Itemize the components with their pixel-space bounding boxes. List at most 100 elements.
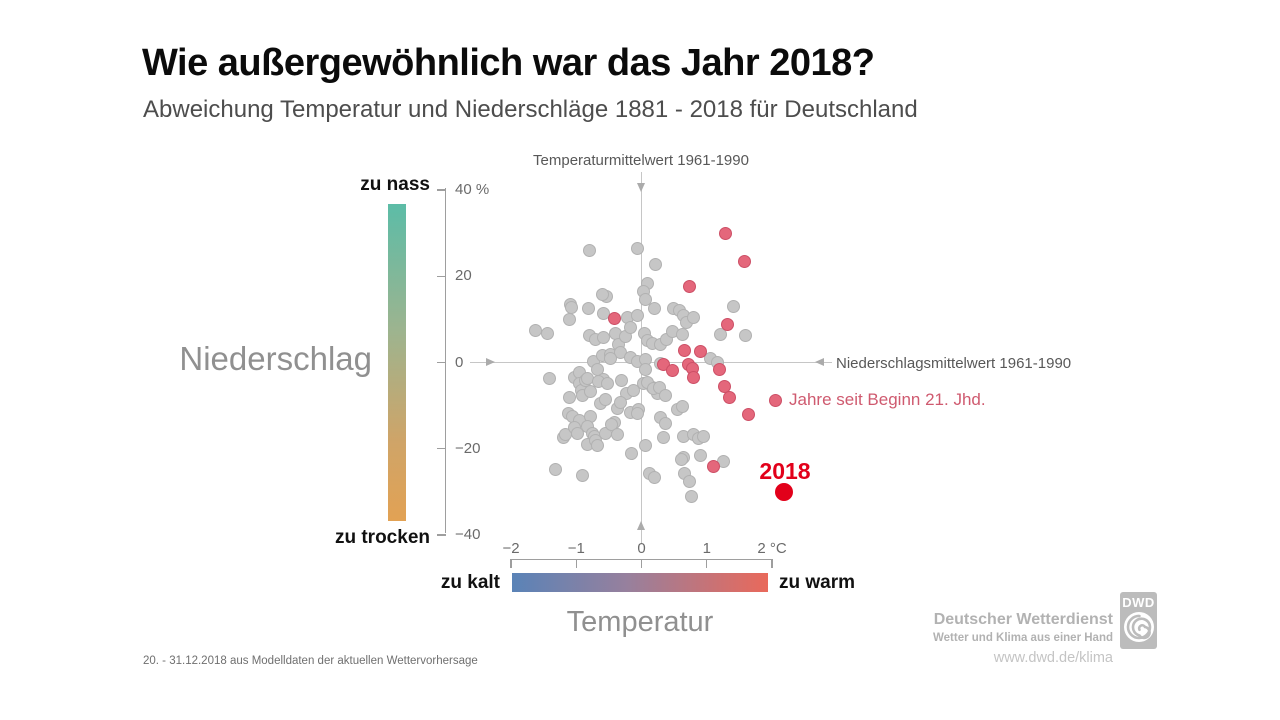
y-axis-tick-label: −20	[455, 439, 481, 457]
scatter-point-years-1881-2000	[676, 327, 690, 341]
precip-scale-bottom-label: zu trocken	[334, 527, 430, 548]
x-axis-tick	[510, 559, 512, 568]
precip-color-bar	[388, 204, 406, 521]
arrowhead-right-icon	[486, 357, 495, 366]
dwd-logo: DWD	[1120, 592, 1157, 649]
dwd-logo-spiral-icon	[1123, 612, 1154, 642]
y-axis-tick	[437, 361, 446, 364]
y-axis-tick	[437, 275, 446, 277]
scatter-point-years-1881-2000	[584, 384, 598, 398]
precip-scale-top-label: zu nass	[360, 174, 430, 195]
temp-scale-right-label: zu warm	[779, 572, 856, 593]
x-axis-tick-label: 1	[702, 540, 711, 557]
y-axis-line	[445, 188, 447, 533]
scatter-point-years-1881-2000	[563, 313, 577, 327]
scatter-point-years-1881-2000	[659, 416, 673, 430]
scatter-point-years-21st-century	[721, 318, 735, 332]
scatter-point-years-1881-2000	[631, 242, 645, 256]
scatter-point-years-1881-2000	[638, 438, 652, 452]
scatter-point-years-1881-2000	[595, 288, 609, 302]
y-axis-tick-label: 20	[455, 267, 472, 285]
x-axis-tick	[771, 559, 773, 568]
y-axis-title: Niederschlag	[179, 340, 372, 377]
scatter-point-years-1881-2000	[648, 302, 662, 316]
y-axis-tick-label: −40	[455, 526, 481, 543]
x-axis-tick-label: −2	[502, 540, 520, 557]
legend-label-21st-century: Jahre seit Beginn 21. Jhd.	[789, 390, 986, 409]
scatter-point-years-21st-century	[738, 255, 752, 269]
scatter-point-years-21st-century	[678, 343, 692, 357]
temp-color-bar	[512, 573, 768, 592]
scatter-point-years-1881-2000	[623, 321, 637, 335]
scatter-point-years-1881-2000	[713, 327, 727, 341]
x-axis-title: Temperatur	[566, 606, 714, 638]
scatter-point-years-1881-2000	[563, 390, 577, 404]
y-axis-tick	[437, 189, 446, 191]
scatter-point-years-1881-2000	[696, 429, 710, 443]
y-axis-tick-label: 40 %	[455, 181, 490, 198]
scatter-point-years-1881-2000	[631, 308, 645, 322]
scatter-point-years-1881-2000	[648, 258, 662, 272]
scatter-point-years-21st-century	[723, 390, 737, 404]
scatter-point-years-21st-century	[713, 362, 727, 376]
scatter-point-years-1881-2000	[657, 430, 671, 444]
scatter-point-years-1881-2000	[676, 399, 690, 413]
scatter-point-years-1881-2000	[614, 374, 628, 388]
brand-org: Deutscher Wetterdienst	[933, 611, 1113, 628]
legend-dot-21st-century	[768, 393, 782, 407]
label-2018: 2018	[759, 458, 811, 484]
scatter-point-years-1881-2000	[599, 393, 613, 407]
source-note: 20. - 31.12.2018 aus Modelldaten der akt…	[143, 655, 478, 667]
scatter-point-years-1881-2000	[638, 362, 652, 376]
y-axis-tick-label: 0	[455, 353, 464, 371]
scatter-point-years-1881-2000	[738, 329, 752, 343]
scatter-point-years-1881-2000	[674, 452, 688, 466]
scatter-point-years-21st-century	[693, 345, 707, 359]
scatter-point-years-1881-2000	[571, 426, 585, 440]
page-title: Wie außergewöhnlich war das Jahr 2018?	[142, 42, 875, 84]
temp-scale-left-label: zu kalt	[440, 572, 500, 593]
scatter-point-years-1881-2000	[548, 462, 562, 476]
arrowhead-up-icon	[636, 521, 645, 530]
scatter-point-years-1881-2000	[685, 489, 699, 503]
x-axis-tick	[575, 559, 577, 568]
scatter-point-years-21st-century	[608, 312, 622, 325]
y-axis-tick	[437, 534, 446, 536]
scatter-point-years-1881-2000	[603, 352, 617, 366]
brand-url: www.dwd.de/klima	[993, 650, 1113, 666]
scatter-point-years-1881-2000	[627, 384, 641, 398]
x-axis-tick	[640, 559, 643, 568]
scatter-point-years-1881-2000	[631, 406, 645, 420]
arrowhead-down-icon	[636, 183, 645, 192]
scatter-point-years-21st-century	[666, 363, 680, 377]
scatter-point-years-21st-century	[719, 227, 733, 241]
x-axis-tick	[706, 559, 708, 568]
scatter-point-years-21st-century	[683, 280, 697, 294]
dwd-logo-text: DWD	[1122, 595, 1155, 610]
scatter-point-years-21st-century	[742, 407, 755, 421]
x-axis-tick-label: −1	[567, 540, 585, 557]
x-mean-annotation: Temperaturmittelwert 1961-1990	[533, 152, 749, 169]
page-subtitle: Abweichung Temperatur und Niederschläge …	[143, 96, 918, 123]
scatter-point-years-1881-2000	[582, 244, 596, 258]
scatter-point-years-1881-2000	[541, 327, 555, 341]
brand-tagline: Wetter und Klima aus einer Hand	[933, 632, 1113, 644]
scatter-point-years-1881-2000	[610, 427, 624, 441]
scatter-point-years-1881-2000	[648, 470, 662, 484]
scatter-point-year-2018	[774, 482, 793, 501]
y-mean-annotation: Niederschlagsmittelwert 1961-1990	[836, 355, 1072, 372]
arrowhead-left-icon	[815, 357, 824, 366]
x-axis-tick-label: 2 °C	[757, 540, 787, 557]
scatter-point-years-1881-2000	[659, 388, 673, 402]
scatter-point-years-21st-century	[687, 371, 701, 385]
scatter-point-years-1881-2000	[542, 371, 556, 385]
scatter-point-years-1881-2000	[601, 377, 615, 391]
x-axis-tick-label: 0	[637, 540, 646, 557]
scatter-point-years-1881-2000	[683, 475, 697, 489]
scatter-point-years-1881-2000	[687, 311, 701, 325]
scatter-point-years-1881-2000	[625, 446, 639, 460]
scatter-point-years-1881-2000	[693, 448, 707, 462]
scatter-point-years-1881-2000	[591, 438, 605, 452]
